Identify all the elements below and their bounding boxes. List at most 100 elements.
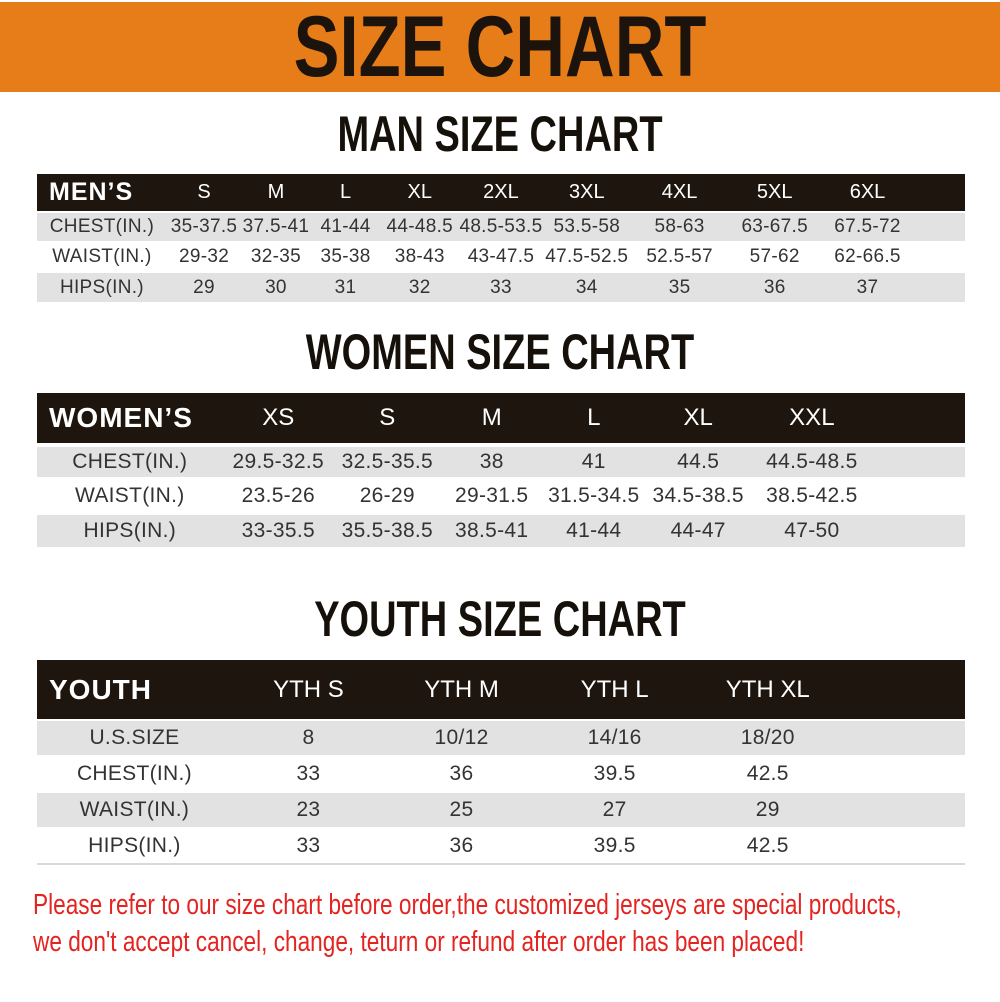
youth-section-title: YOUTH SIZE CHART	[314, 591, 686, 647]
table-row: WAIST(IN.) 23 25 27 29	[37, 792, 965, 828]
spacer-cell	[872, 445, 965, 479]
size-value-cell: 39.5	[593, 762, 636, 785]
size-value-cell: 35-37.5	[170, 216, 238, 237]
row-label: HIPS(IN.)	[83, 519, 177, 542]
size-value-cell: 43-47.5	[467, 246, 535, 267]
size-value-cell: 34.5-38.5	[652, 484, 744, 507]
size-column-header: 3XL	[542, 174, 631, 212]
size-value-cell: 30	[265, 276, 287, 298]
table-header-row: MEN’S S M L XL 2XL 3XL 4XL 5XL 6XL	[37, 174, 965, 212]
size-value-cell: 8	[302, 726, 315, 749]
women-size-chart-section: WOMEN SIZE CHART WOMEN’S XS S M L XL XXL CHEST…	[0, 324, 1000, 547]
row-label: WAIST(IN.)	[79, 798, 190, 821]
size-value-cell: 41	[581, 450, 606, 473]
row-label: CHEST(IN.)	[72, 450, 188, 473]
banner: SIZE CHART	[0, 2, 1000, 92]
size-value-cell: 44-48.5	[386, 216, 454, 237]
size-column-header: YTH XL	[691, 660, 845, 720]
size-value-cell: 10/12	[434, 726, 489, 749]
size-value-cell: 42.5	[746, 834, 789, 857]
spacer-cell	[872, 393, 965, 445]
page-title: SIZE CHART	[293, 2, 707, 92]
women-section-title: WOMEN SIZE CHART	[305, 324, 695, 380]
size-value-cell: 41-44	[566, 519, 622, 542]
spacer-cell	[844, 756, 965, 792]
size-value-cell: 38-43	[394, 246, 445, 267]
table-row: HIPS(IN.) 33 36 39.5 42.5	[37, 828, 965, 864]
table-row: WAIST(IN.) 23.5-26 26-29 29-31.5 31.5-34.5 34…	[37, 479, 965, 513]
notice-line-2: we don't accept cancel, change, teturn o…	[33, 926, 805, 958]
table-row: CHEST(IN.) 29.5-32.5 32.5-35.5 38 41 44.5 44.5…	[37, 445, 965, 479]
row-label: WAIST(IN.)	[52, 246, 152, 267]
table-title-cell: WOMEN’S	[37, 393, 223, 445]
table-row: U.S.SIZE 8 10/12 14/16 18/20	[37, 720, 965, 756]
size-column-header: L	[310, 174, 381, 212]
women-size-table: WOMEN’S XS S M L XL XXL CHEST(IN.) 29.5-32.5 32.…	[37, 393, 965, 547]
size-value-cell: 29	[755, 798, 780, 821]
row-label: HIPS(IN.)	[59, 276, 144, 298]
size-column-header: XL	[380, 174, 460, 212]
size-column-header: YTH M	[384, 660, 539, 720]
size-value-cell: 48.5-53.5	[459, 216, 543, 237]
size-value-cell: 29-31.5	[455, 484, 529, 507]
size-value-cell: 33	[296, 834, 321, 857]
table-title-cell: MEN’S	[37, 174, 167, 212]
spacer-cell	[914, 242, 965, 272]
spacer-cell	[914, 212, 965, 242]
size-column-header: M	[440, 393, 543, 445]
table-row: WAIST(IN.) 29-32 32-35 35-38 38-43 43-47.5 47.…	[37, 242, 965, 272]
table-header-row: YOUTH YTH S YTH M YTH L YTH XL	[37, 660, 965, 720]
size-value-cell: 57-62	[749, 246, 800, 267]
size-value-cell: 32-35	[250, 246, 301, 267]
size-value-cell: 18/20	[740, 726, 795, 749]
size-value-cell: 29	[193, 276, 215, 298]
spacer-cell	[872, 479, 965, 513]
size-value-cell: 36	[449, 762, 474, 785]
size-column-header: L	[542, 393, 645, 445]
size-value-cell: 44.5-48.5	[766, 450, 858, 473]
size-value-cell: 32.5-35.5	[341, 450, 434, 473]
size-value-cell: 35	[668, 276, 691, 298]
table-row: HIPS(IN.) 29 30 31 32 33 34 35 36 37	[37, 272, 965, 302]
size-value-cell: 37	[856, 276, 879, 298]
size-column-header: S	[166, 174, 242, 212]
size-column-header: 2XL	[459, 174, 543, 212]
size-value-cell: 32	[408, 276, 431, 298]
man-size-chart-section: MAN SIZE CHART MEN’S S M L XL 2XL 3XL 4XL 5XL 6XL…	[0, 109, 1000, 302]
size-value-cell: 23.5-26	[241, 484, 315, 507]
size-value-cell: 52.5-57	[646, 246, 713, 267]
table-header-row: WOMEN’S XS S M L XL XXL	[37, 393, 965, 445]
footer-notice: Please refer to our size chart before or…	[0, 887, 1000, 961]
size-value-cell: 37.5-41	[242, 216, 310, 237]
size-value-cell: 47-50	[784, 519, 840, 542]
size-value-cell: 38	[479, 450, 504, 473]
size-value-cell: 34	[575, 276, 598, 298]
size-value-cell: 27	[602, 798, 627, 821]
size-column-header: XXL	[751, 393, 873, 445]
spacer-cell	[844, 660, 965, 720]
spacer-cell	[844, 828, 965, 864]
spacer-cell	[913, 174, 965, 212]
youth-size-table: YOUTH YTH S YTH M YTH L YTH XL U.S.SIZE 8 10/1…	[37, 660, 965, 865]
size-value-cell: 67.5-72	[834, 216, 901, 237]
size-column-header: 5XL	[728, 174, 822, 212]
row-label: WAIST(IN.)	[75, 484, 185, 507]
size-column-header: S	[333, 393, 441, 445]
row-label: HIPS(IN.)	[88, 834, 181, 857]
notice-line-1: Please refer to our size chart before or…	[33, 889, 902, 921]
youth-size-chart-section: YOUTH SIZE CHART YOUTH YTH S YTH M YTH L YTH…	[0, 591, 1000, 865]
spacer-cell	[844, 792, 965, 828]
size-value-cell: 35.5-38.5	[341, 519, 434, 542]
size-chart-page: SIZE CHART MAN SIZE CHART MEN’S S M L XL 2XL 3…	[0, 2, 1000, 961]
size-value-cell: 35-38	[320, 246, 371, 267]
size-value-cell: 62-66.5	[834, 246, 901, 267]
size-value-cell: 47.5-52.5	[545, 246, 629, 267]
size-value-cell: 42.5	[746, 762, 789, 785]
size-column-header: XL	[644, 393, 752, 445]
size-value-cell: 31	[334, 276, 357, 298]
row-label: CHEST(IN.)	[76, 762, 192, 785]
table-row: CHEST(IN.) 35-37.5 37.5-41 41-44 44-48.5 48.5…	[37, 212, 965, 242]
size-value-cell: 31.5-34.5	[548, 484, 640, 507]
size-column-header: XS	[222, 393, 334, 445]
size-value-cell: 38.5-42.5	[766, 484, 858, 507]
